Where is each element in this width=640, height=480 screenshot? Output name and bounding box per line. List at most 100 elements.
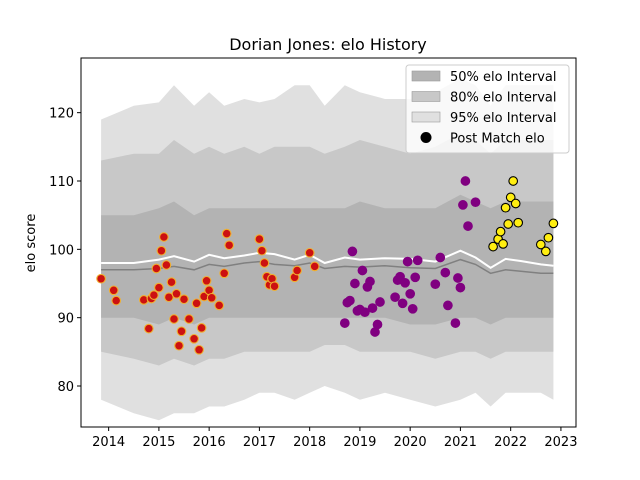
x-tick-label: 2023 [544,435,577,450]
data-point-era1 [159,232,169,242]
data-point-era1 [309,261,320,272]
y-tick-label: 120 [49,107,74,122]
data-point-era2 [360,307,370,318]
x-axis: 2014 2015 2016 2017 2018 2019 2020 2021 2022 2023 [92,427,577,450]
legend-label: Post Match elo [450,132,545,147]
data-point-era2 [397,298,408,309]
median-line [101,258,554,275]
data-point-era1 [143,323,154,334]
data-point-era1 [174,340,184,351]
x-tick-label: 2020 [394,435,427,450]
data-point-era3 [498,239,508,249]
data-point-era1 [254,234,265,244]
x-tick-label: 2017 [243,435,276,450]
legend-swatch [411,91,441,102]
data-point-era1 [206,292,217,303]
y-tick-label: 90 [57,312,74,327]
data-point-era3 [513,217,524,228]
band-50 [101,194,554,325]
data-point-era2 [375,297,385,307]
legend: 50% elo Interval 80% elo Interval 95% elo … [405,64,570,154]
data-point-era1 [194,344,204,355]
chart-title: Dorian Jones: elo History [229,35,427,54]
data-point-era1 [292,265,302,276]
data-point-era2 [372,319,383,330]
data-point-era3 [495,226,506,237]
data-point-era1 [176,326,187,337]
data-point-era1 [161,260,172,270]
y-tick-label: 110 [49,175,74,190]
data-point-era2 [443,300,453,311]
data-point-era1 [156,245,167,256]
data-point-era1 [189,333,199,344]
data-point-era3 [508,176,519,186]
data-point-era2 [435,252,446,263]
data-point-era2 [410,272,421,283]
data-point-era1 [171,288,182,299]
data-point-era1 [191,298,202,309]
data-point-era1 [184,314,194,324]
legend-swatch [411,70,441,82]
data-point-era2 [357,265,368,276]
data-point-era3 [488,241,498,252]
data-point-era3 [503,219,514,229]
data-point-era1 [108,285,119,296]
data-point-era1 [149,290,159,300]
data-point-era2 [470,197,481,208]
data-point-era2 [339,318,350,328]
legend-box [405,64,570,154]
legend-label: 50% elo Interval [450,70,557,85]
y-tick-label: 100 [49,243,74,258]
data-point-era2 [407,303,418,314]
center-lines [101,249,554,275]
data-point-era2 [450,318,461,328]
data-point-era1 [169,314,179,324]
legend-label: 80% elo Interval [450,91,557,106]
data-point-era2 [455,282,466,293]
data-point-era2 [402,256,413,267]
data-point-era1 [154,282,164,293]
data-point-era2 [412,255,423,266]
legend-marker [420,132,432,143]
data-point-era1 [151,263,162,274]
x-tick-label: 2021 [444,435,477,450]
data-point-era1 [214,300,225,311]
data-point-era2 [345,295,355,306]
post-match-points [96,176,559,355]
x-tick-label: 2015 [142,435,175,450]
plot-area [80,57,577,428]
legend-label: 95% elo Interval [450,111,557,126]
data-point-era3 [510,198,521,209]
data-point-era1 [224,240,235,251]
data-point-era2 [453,273,463,283]
data-point-era2 [460,176,471,186]
y-tick-label: 80 [57,380,74,395]
data-point-era2 [365,276,375,287]
y-axis: 80 90 100 110 120 [49,107,81,395]
data-point-era1 [179,294,189,305]
data-point-era1 [269,281,280,292]
data-point-era1 [166,277,177,287]
y-axis-label: elo score [24,214,39,273]
data-point-era3 [540,246,551,257]
data-point-era2 [440,267,451,278]
data-point-era3 [535,239,546,250]
data-point-era2 [463,221,473,231]
data-point-era2 [395,271,405,282]
data-point-era1 [304,247,315,258]
x-tick-label: 2014 [92,435,125,450]
data-point-era1 [96,273,106,284]
data-point-era2 [347,246,358,257]
mean-line [101,249,554,269]
data-point-era3 [548,218,559,229]
interval-bands [101,78,554,421]
x-tick-label: 2019 [343,435,376,450]
data-point-era3 [500,202,511,213]
data-point-era2 [367,303,378,313]
data-point-era1 [221,228,232,239]
data-point-era3 [505,192,516,203]
data-point-era1 [196,323,207,333]
data-point-era1 [257,245,267,256]
data-point-era2 [350,278,360,289]
